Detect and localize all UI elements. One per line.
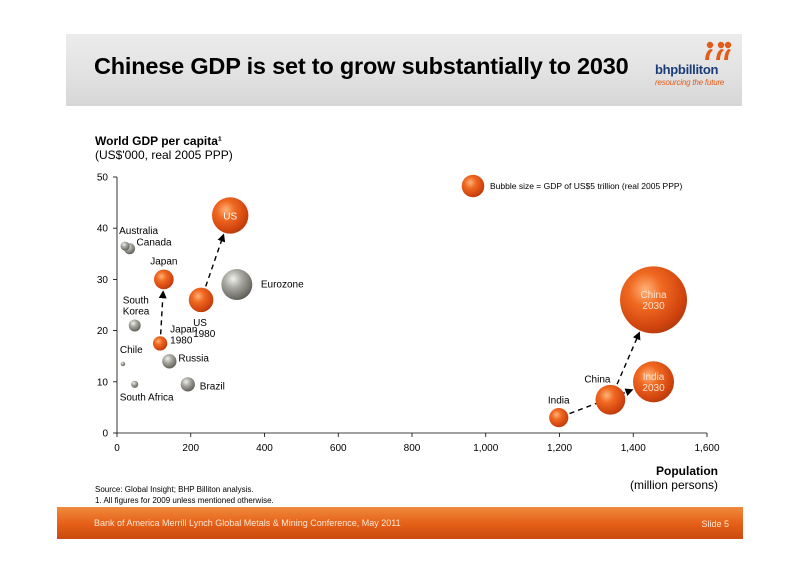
label-south-korea: Korea [123, 306, 150, 317]
x-tick-label: 1,000 [473, 443, 498, 454]
label-japan-1980: Japan [170, 324, 197, 335]
label-us-1980: 1980 [193, 329, 216, 340]
bubble-japan-1980 [153, 336, 168, 351]
title-bar [66, 34, 742, 106]
label-japan-1980: 1980 [170, 335, 193, 346]
y-axis-title: World GDP per capita¹ [95, 134, 222, 148]
y-tick-label: 0 [102, 429, 108, 440]
bubble-south-africa [131, 380, 139, 388]
conference-name: Bank of America Merrill Lynch Global Met… [94, 518, 401, 528]
label-canada: Canada [137, 238, 172, 249]
x-tick-label: 1,600 [694, 443, 719, 454]
x-tick-label: 1,400 [621, 443, 646, 454]
label-chile: Chile [120, 345, 143, 356]
y-tick-label: 10 [97, 377, 109, 388]
label-south-korea: South [123, 295, 149, 306]
x-axis-subtitle: (million persons) [629, 478, 718, 492]
x-tick-label: 800 [404, 443, 421, 454]
y-tick-label: 40 [97, 224, 109, 235]
y-tick-label: 30 [97, 275, 109, 286]
legend-bubble [461, 174, 485, 198]
bubble-us [211, 197, 249, 234]
bubble-russia [162, 354, 177, 369]
bubble-india-2030 [633, 361, 675, 403]
x-tick-label: 400 [256, 443, 273, 454]
x-axis-title: Population [656, 464, 718, 478]
label-russia: Russia [178, 353, 209, 364]
label-china-2030: 2030 [642, 301, 665, 312]
label-china: China [584, 375, 611, 386]
label-south-africa: South Africa [120, 392, 174, 403]
legend-text: Bubble size = GDP of US$5 trillion (real… [490, 181, 683, 191]
bubble-india [549, 408, 569, 428]
bubble-brazil [180, 377, 195, 392]
label-brazil: Brazil [200, 381, 225, 392]
label-japan: Japan [150, 256, 177, 267]
label-india-2030: 2030 [642, 383, 665, 394]
bubble-eurozone [221, 269, 253, 301]
label-us-1980: US [193, 318, 207, 329]
growth-arrow [205, 233, 226, 287]
label-eurozone: Eurozone [261, 280, 304, 291]
logo-tagline: resourcing the future [655, 78, 725, 87]
x-tick-label: 200 [182, 443, 199, 454]
growth-arrow [158, 290, 167, 335]
label-india-2030: India [643, 372, 665, 383]
bubble-japan [153, 269, 174, 290]
bubble-south-korea [128, 319, 141, 332]
bubble-us-1980 [188, 287, 214, 313]
bubble-china [595, 384, 626, 415]
bubble-australia [120, 241, 130, 251]
logo-wordmark: bhpbilliton [655, 62, 719, 77]
company-logo: bhpbilliton resourcing the future [655, 40, 735, 94]
x-tick-label: 600 [330, 443, 347, 454]
slide-number: Slide 5 [701, 519, 729, 529]
y-axis-subtitle: (US$'000, real 2005 PPP) [95, 148, 233, 162]
slide-title: Chinese GDP is set to grow substantially… [94, 53, 629, 79]
label-us: US [223, 211, 237, 222]
logo-mark-icon [705, 41, 732, 60]
y-tick-label: 50 [97, 173, 109, 184]
y-tick-label: 20 [97, 326, 109, 337]
bubble-chile [120, 361, 126, 367]
source-note: Source: Global Insight; BHP Billiton ana… [95, 485, 254, 494]
x-tick-label: 1,200 [547, 443, 572, 454]
label-india: India [548, 396, 570, 407]
footer-bar: Bank of America Merrill Lynch Global Met… [57, 507, 743, 539]
growth-arrow [616, 331, 641, 385]
footnote: 1. All figures for 2009 unless mentioned… [95, 496, 274, 505]
bubble-china-2030 [620, 266, 688, 334]
label-china-2030: China [640, 290, 667, 301]
x-tick-label: 0 [114, 443, 120, 454]
label-australia: Australia [119, 226, 158, 237]
